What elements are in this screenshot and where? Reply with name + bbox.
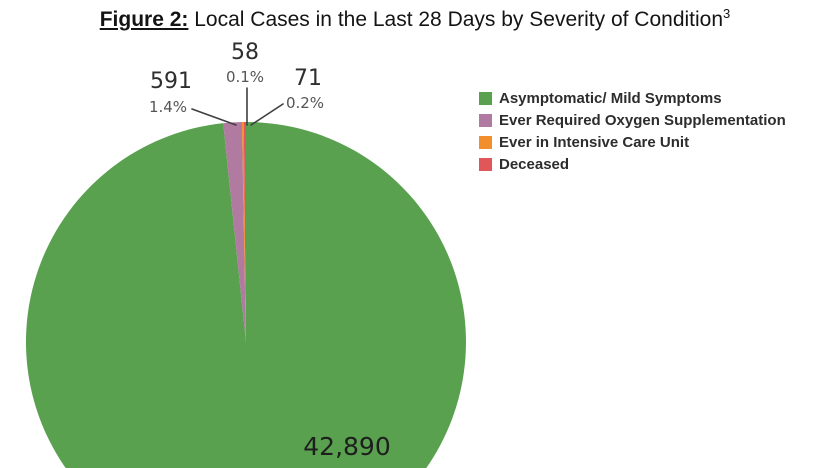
figure-title: Figure 2: Local Cases in the Last 28 Day… — [0, 6, 830, 32]
legend-item-intensive-care: Ever in Intensive Care Unit — [479, 131, 786, 153]
value-label-oxygen: 591 — [150, 69, 192, 94]
legend-item-oxygen: Ever Required Oxygen Supplementation — [479, 109, 786, 131]
legend-swatch-intensive-care-icon — [479, 135, 492, 149]
legend-label-asymptomatic: Asymptomatic/ Mild Symptoms — [499, 89, 722, 107]
value-label-intensive-care: 58 — [231, 40, 259, 65]
pie-slice-asymptomatic-mild — [25, 122, 466, 468]
legend-item-asymptomatic: Asymptomatic/ Mild Symptoms — [479, 87, 786, 109]
value-label-asymptomatic: 42,890 — [303, 432, 391, 461]
value-label-deceased: 71 — [294, 66, 322, 91]
legend-swatch-asymptomatic-icon — [479, 91, 492, 105]
legend-swatch-oxygen-icon — [479, 113, 492, 127]
pie-slices — [25, 121, 466, 468]
pct-label-deceased: 0.2% — [285, 94, 325, 112]
legend-label-intensive-care: Ever in Intensive Care Unit — [499, 133, 690, 151]
legend-item-deceased: Deceased — [479, 153, 786, 175]
figure-title-text: Local Cases in the Last 28 Days by Sever… — [194, 8, 724, 31]
leader-lines — [191, 87, 284, 126]
legend-label-oxygen: Ever Required Oxygen Supplementation — [499, 111, 786, 129]
leader-line-oxygen — [191, 108, 237, 126]
leader-line-deceased — [250, 103, 284, 126]
legend: Asymptomatic/ Mild Symptoms Ever Require… — [479, 87, 786, 175]
figure-number-label: Figure 2: — [99, 8, 189, 31]
pie-slice-oxygen-supplementation — [223, 122, 246, 342]
legend-swatch-deceased-icon — [479, 157, 492, 171]
pie-slice-deceased — [243, 121, 246, 343]
legend-label-deceased: Deceased — [499, 155, 570, 173]
footnote-marker: 3 — [723, 6, 731, 21]
pct-label-intensive-care: 0.1% — [225, 68, 265, 86]
pie-slice-intensive-care — [241, 122, 246, 342]
pct-label-oxygen: 1.4% — [148, 98, 188, 116]
